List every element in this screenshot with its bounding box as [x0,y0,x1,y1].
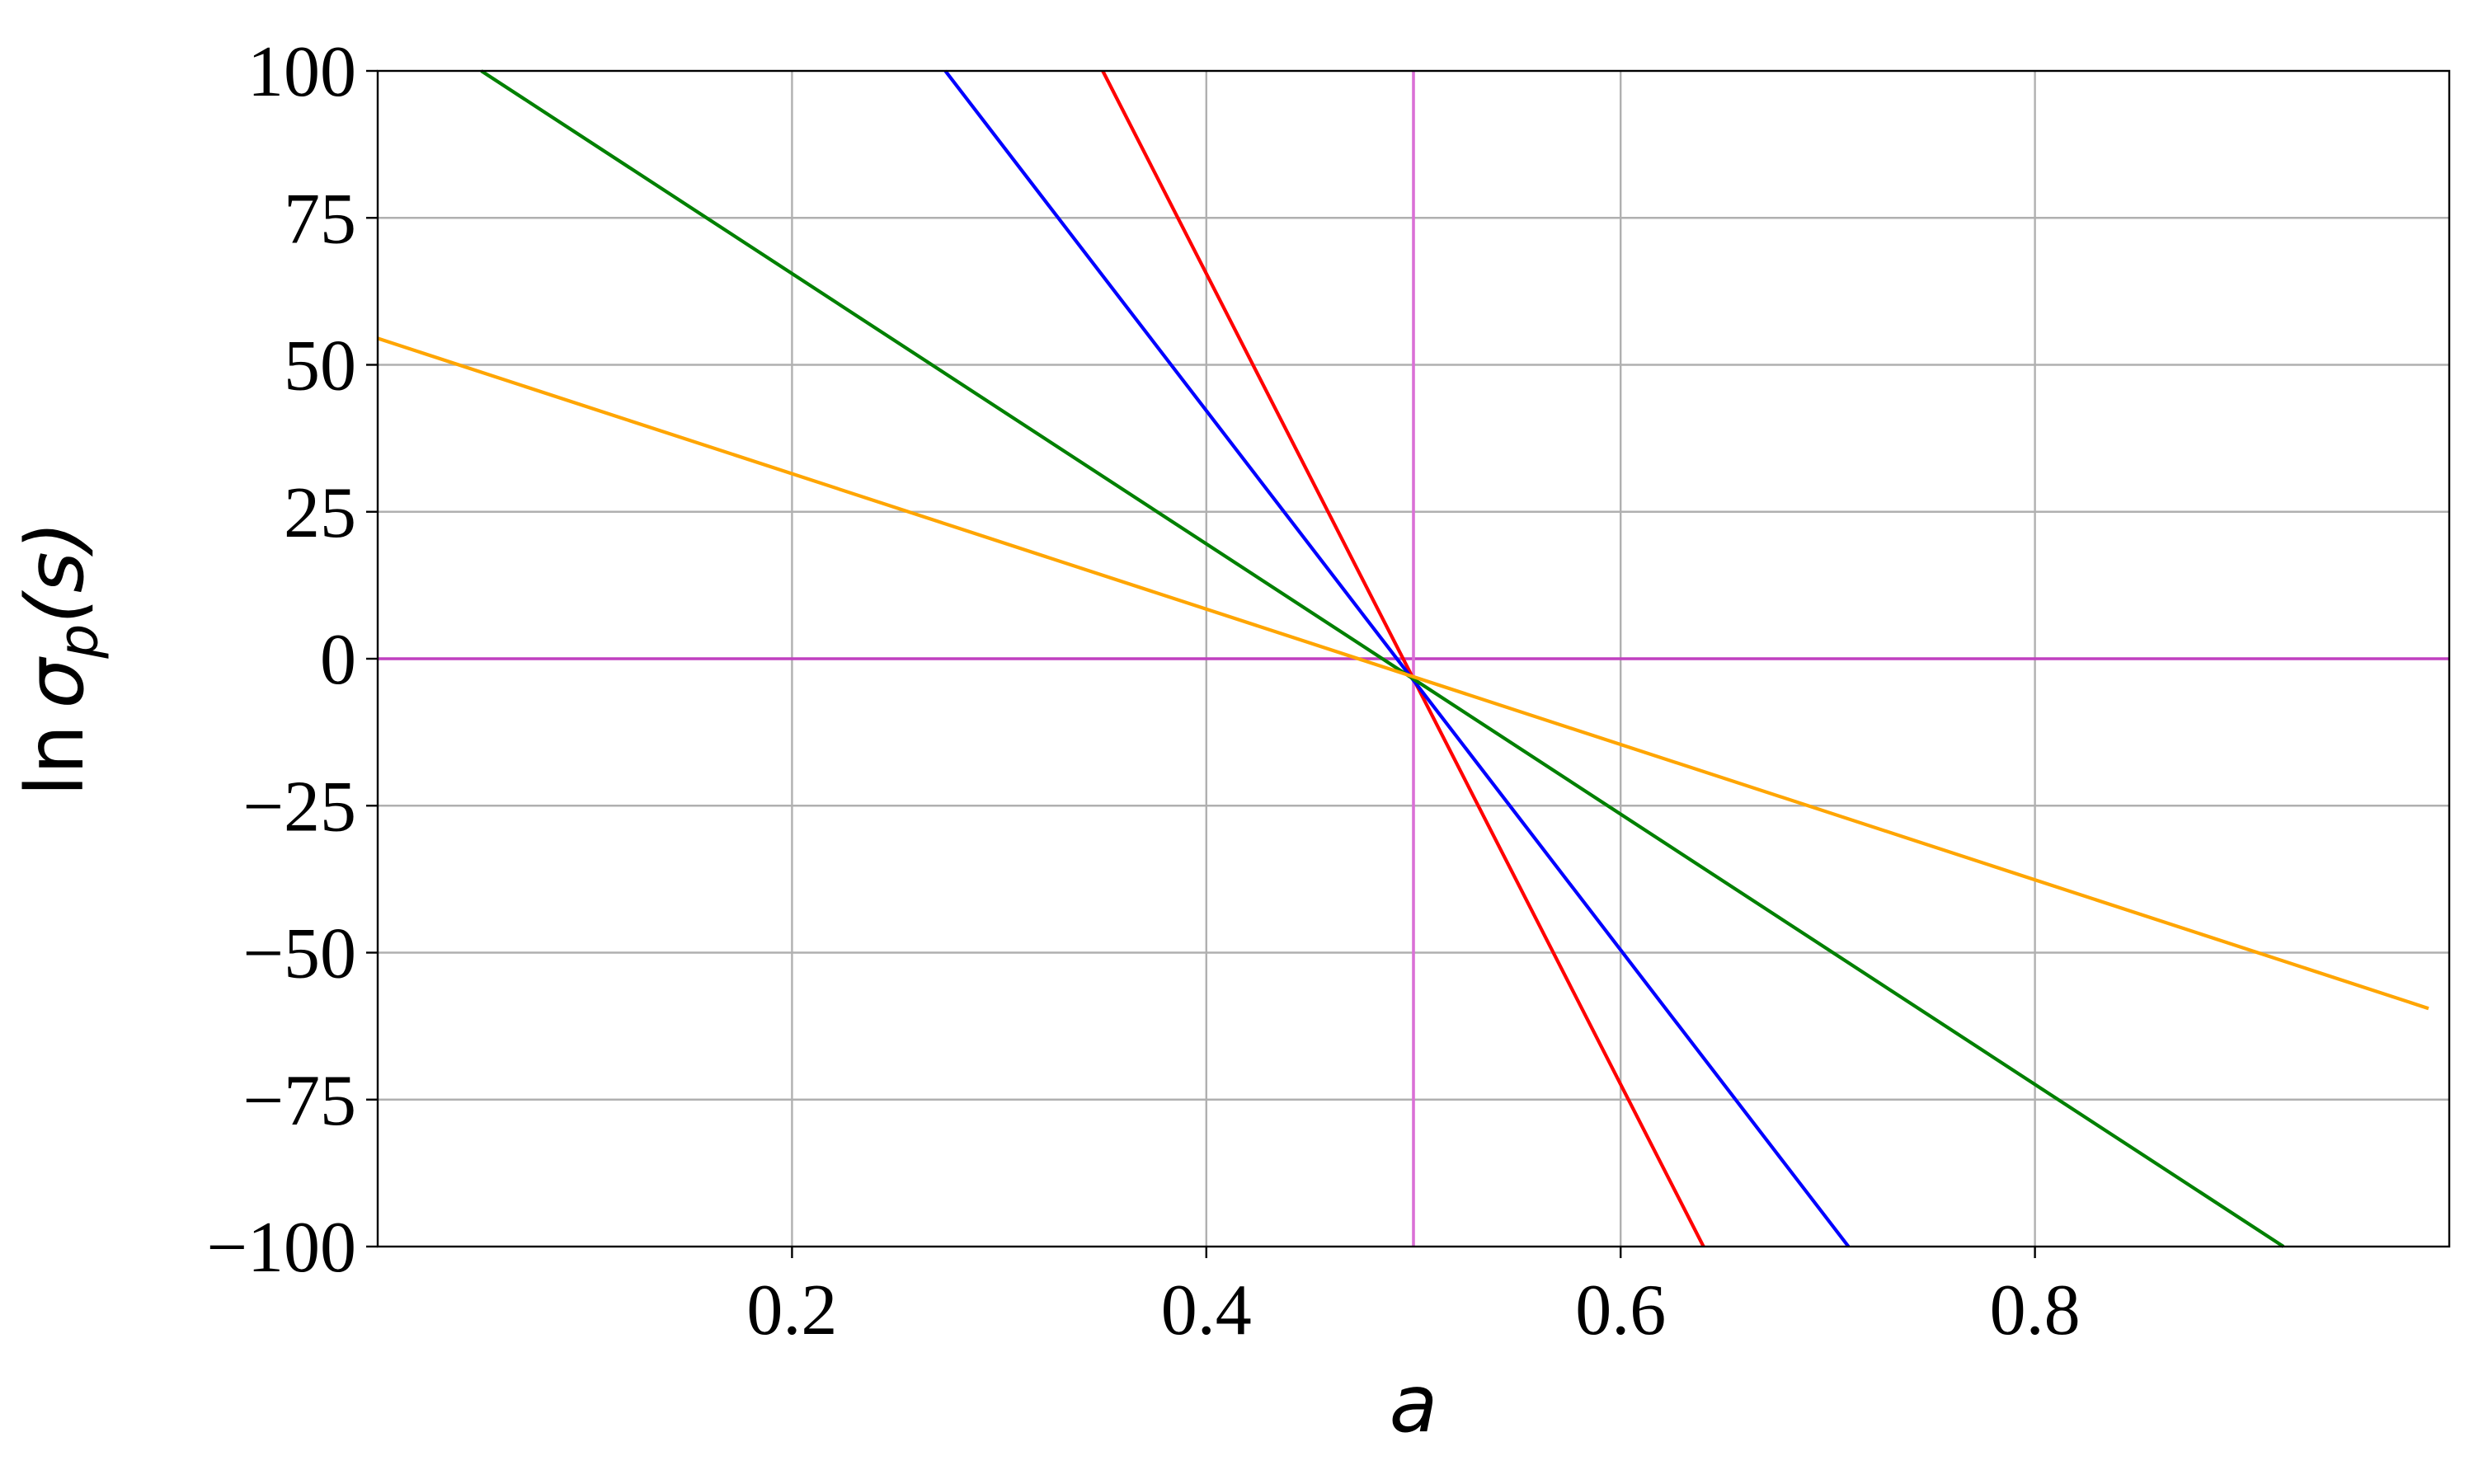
series-line-4 [377,336,2429,1011]
x-tick-label: 0.8 [1990,1270,2081,1350]
y-tick-label: 100 [247,32,356,112]
series-line-2 [943,69,1851,1248]
y-tick-label: 0 [320,620,356,700]
reference-lines [378,71,2449,1247]
ticks: 0.2 0.4 0.6 0.8 100 75 50 25 0 −25 −50 −75 −100 [206,32,2080,1350]
series-line-1 [1101,70,1705,1247]
y-tick-label: 50 [284,326,356,406]
y-tick-label: −100 [206,1208,356,1288]
series-line-3 [480,69,2285,1248]
series-lines [377,69,2429,1248]
y-tick-label: −50 [242,914,356,994]
x-axis-label: a [1390,1358,1438,1450]
y-tick-label: 75 [284,179,356,259]
x-tick-label: 0.4 [1161,1270,1252,1350]
x-tick-label: 0.2 [746,1270,837,1350]
y-tick-label: 25 [284,473,356,553]
y-axis-label: ln σp(s) [9,521,111,796]
y-tick-label: −25 [242,767,356,847]
y-tick-label: −75 [242,1061,356,1141]
x-tick-label: 0.6 [1575,1270,1666,1350]
